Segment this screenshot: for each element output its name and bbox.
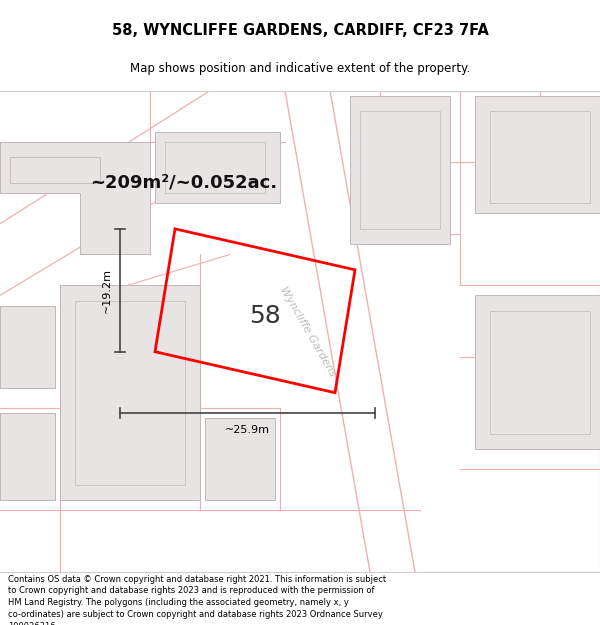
Polygon shape bbox=[205, 418, 275, 500]
Polygon shape bbox=[350, 96, 450, 244]
Polygon shape bbox=[75, 301, 185, 485]
Polygon shape bbox=[360, 111, 440, 229]
Text: ~19.2m: ~19.2m bbox=[102, 268, 112, 312]
Text: Contains OS data © Crown copyright and database right 2021. This information is : Contains OS data © Crown copyright and d… bbox=[8, 574, 386, 625]
Polygon shape bbox=[475, 296, 600, 449]
Polygon shape bbox=[10, 157, 100, 182]
Polygon shape bbox=[475, 96, 600, 214]
Polygon shape bbox=[155, 132, 280, 203]
Polygon shape bbox=[490, 311, 590, 434]
Text: 58: 58 bbox=[249, 304, 281, 328]
Polygon shape bbox=[0, 306, 55, 388]
Text: ~209m²/~0.052ac.: ~209m²/~0.052ac. bbox=[90, 174, 277, 192]
Polygon shape bbox=[0, 413, 55, 500]
Polygon shape bbox=[165, 142, 265, 193]
Text: Map shows position and indicative extent of the property.: Map shows position and indicative extent… bbox=[130, 62, 470, 74]
Text: 58, WYNCLIFFE GARDENS, CARDIFF, CF23 7FA: 58, WYNCLIFFE GARDENS, CARDIFF, CF23 7FA bbox=[112, 22, 488, 38]
Polygon shape bbox=[60, 285, 200, 500]
Text: ~25.9m: ~25.9m bbox=[225, 426, 270, 436]
Text: Wyncliffe Gardens: Wyncliffe Gardens bbox=[278, 284, 338, 378]
Polygon shape bbox=[490, 111, 590, 203]
Polygon shape bbox=[0, 142, 150, 254]
